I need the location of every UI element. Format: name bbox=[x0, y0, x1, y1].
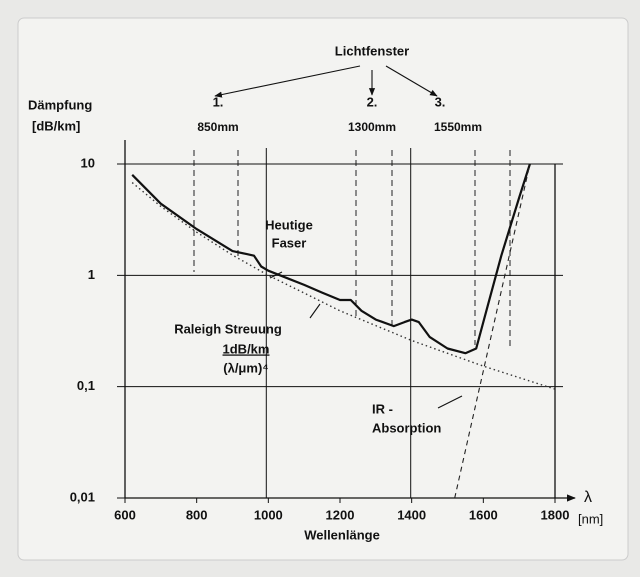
annotation: 1300mm bbox=[348, 120, 396, 134]
x-label: Wellenlänge bbox=[304, 527, 380, 542]
x-tick-label: 1000 bbox=[254, 507, 283, 522]
annotation: 1. bbox=[213, 94, 224, 109]
annotation: 2. bbox=[367, 94, 378, 109]
annotation: Heutige bbox=[265, 217, 313, 232]
y-tick-label: 0,01 bbox=[70, 489, 95, 504]
x-tick-label: 1200 bbox=[326, 507, 355, 522]
y-unit: [dB/km] bbox=[32, 118, 80, 133]
y-tick-label: 1 bbox=[88, 267, 95, 282]
pointer-arrows bbox=[214, 65, 463, 409]
x-tick-label: 600 bbox=[114, 507, 136, 522]
annotation: IR - bbox=[372, 401, 393, 416]
x-tick-label: 1600 bbox=[469, 507, 498, 522]
annotations: Lichtfenster 1. 850mm 2. 1300mm 3. 1550m… bbox=[174, 43, 482, 435]
panel bbox=[17, 17, 629, 561]
series-line bbox=[131, 163, 531, 355]
y-label: Dämpfung bbox=[28, 97, 92, 112]
x-tick-label: 1800 bbox=[541, 507, 570, 522]
x-tick-label: 1400 bbox=[397, 507, 426, 522]
annotation: 1dB/km bbox=[223, 341, 270, 356]
x-unit: [nm] bbox=[578, 511, 603, 526]
x-symbol: λ bbox=[584, 489, 592, 506]
annotation: Lichtfenster bbox=[335, 43, 409, 58]
annotation: (λ/μm)⁴ bbox=[223, 360, 268, 375]
annotation: Faser bbox=[272, 235, 307, 250]
annotation: Absorption bbox=[372, 420, 441, 435]
annotation: 850mm bbox=[197, 120, 238, 134]
x-tick-label: 800 bbox=[186, 507, 208, 522]
annotation: Raleigh Streuung bbox=[174, 321, 282, 336]
annotation: 1550mm bbox=[434, 120, 482, 134]
y-tick-label: 0,1 bbox=[77, 378, 95, 393]
y-tick-label: 10 bbox=[81, 155, 95, 170]
series-line bbox=[454, 163, 531, 499]
annotation: 3. bbox=[435, 94, 446, 109]
